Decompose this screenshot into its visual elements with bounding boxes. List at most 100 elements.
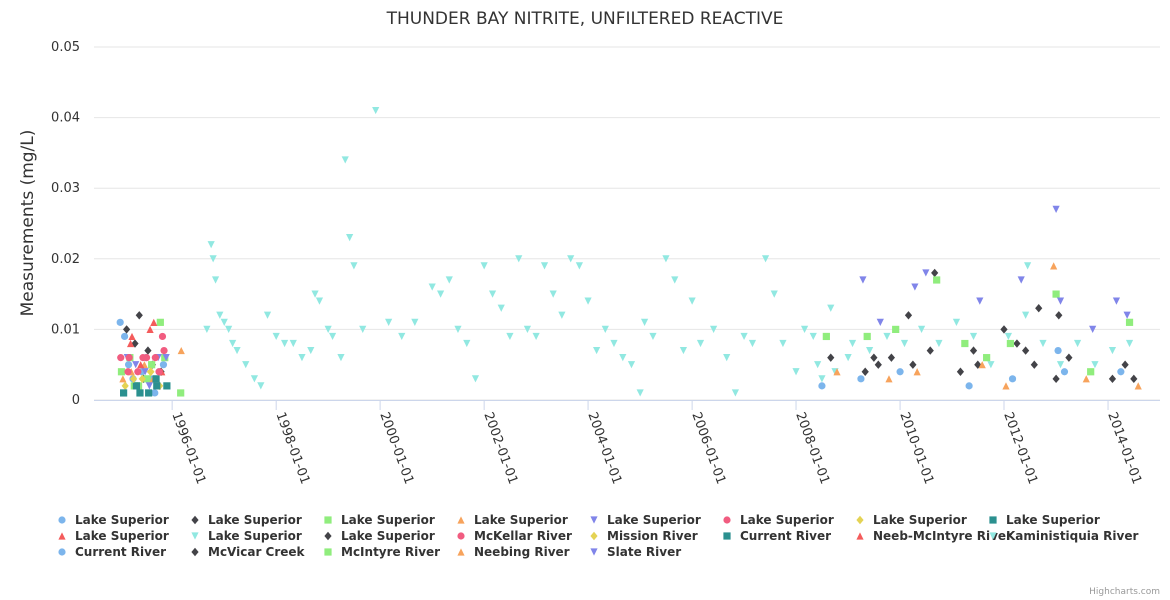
series-19 [833, 262, 1142, 390]
x-tick-label: 2002-01-01 [480, 410, 520, 486]
data-point [1134, 382, 1142, 390]
data-point [833, 368, 841, 376]
legend-label: Mission River [607, 529, 698, 543]
series-17 [827, 311, 1129, 369]
data-point [523, 325, 532, 333]
legend-item[interactable]: Lake Superior [590, 513, 701, 527]
data-point [120, 389, 128, 397]
data-point [792, 368, 800, 376]
legend-label: Lake Superior [208, 529, 302, 543]
data-point [649, 332, 657, 341]
legend-symbol [191, 515, 199, 525]
legend-item[interactable]: Lake Superior [989, 513, 1100, 527]
legend-item[interactable]: Current River [58, 545, 166, 559]
legend-item[interactable]: Lake Superior [191, 529, 302, 543]
data-point [640, 318, 649, 326]
legend-symbol [590, 531, 598, 541]
data-point [257, 382, 265, 390]
legend-item[interactable]: Lake Superior [723, 513, 834, 527]
data-point [904, 311, 913, 320]
data-point [129, 374, 138, 384]
data-point [148, 361, 156, 369]
data-point [139, 354, 147, 362]
data-point [1052, 290, 1060, 298]
credits-link[interactable]: Highcharts.com [1089, 587, 1160, 597]
data-point [848, 339, 857, 348]
data-point [216, 311, 224, 319]
data-point [506, 332, 514, 341]
legend-item[interactable]: Lake Superior [856, 513, 967, 527]
data-point [207, 241, 215, 249]
legend-label: Lake Superior [1006, 513, 1100, 527]
data-point [1125, 339, 1134, 348]
legend-symbol [58, 548, 66, 556]
legend-item[interactable]: McIntyre River [324, 545, 440, 559]
legend-label: Slate River [607, 545, 681, 559]
x-tick-label: 1996-01-01 [168, 410, 208, 486]
data-point [211, 276, 220, 284]
legend-item[interactable]: Lake Superior [191, 513, 302, 527]
data-point [1039, 339, 1047, 348]
data-point [1022, 311, 1030, 319]
data-point [1050, 262, 1058, 270]
data-point [137, 361, 145, 369]
legend-item[interactable]: Lake Superior [324, 513, 435, 527]
data-point [155, 368, 163, 376]
data-point [134, 368, 142, 376]
data-point [151, 389, 159, 397]
legend-item[interactable]: Kaministiquia River [989, 529, 1138, 543]
data-point [610, 339, 618, 348]
data-point [748, 339, 757, 348]
legend-item[interactable]: Lake Superior [58, 513, 169, 527]
data-point [876, 318, 884, 326]
legend-item[interactable]: Lake Superior [457, 513, 568, 527]
data-point [411, 318, 419, 326]
data-point [761, 255, 770, 263]
legend-label: Lake Superior [341, 513, 435, 527]
data-point [124, 368, 132, 376]
data-point [242, 361, 250, 369]
data-point [983, 354, 991, 362]
data-point [203, 325, 211, 333]
data-point [827, 353, 835, 362]
x-tick-label: 2006-01-01 [688, 410, 728, 486]
legend-item[interactable]: McKellar River [457, 529, 572, 543]
data-point [800, 325, 809, 333]
data-point [497, 304, 505, 312]
data-point [911, 283, 919, 291]
data-point [1004, 332, 1013, 341]
chart-title: THUNDER BAY NITRITE, UNFILTERED REACTIVE [386, 9, 784, 29]
data-point [124, 361, 133, 369]
legend-item[interactable]: Neebing River [457, 545, 570, 559]
data-point [328, 332, 337, 341]
legend-item[interactable]: Slate River [590, 545, 681, 559]
legend: Lake Superior Lake Superior Lake Superior L… [58, 513, 1138, 559]
legend-symbol [989, 516, 997, 524]
data-point [337, 354, 345, 362]
data-point [818, 375, 826, 383]
series-7 [120, 375, 171, 397]
data-point [144, 346, 152, 355]
data-point [874, 360, 882, 369]
data-point [117, 368, 126, 376]
legend-item[interactable]: McVicar Creek [191, 545, 306, 559]
legend-item[interactable]: Mission River [590, 529, 698, 543]
legend-item[interactable]: Neeb-McIntyre River [856, 529, 1012, 543]
data-point [1052, 374, 1060, 384]
legend-item[interactable]: Lake Superior [324, 529, 435, 543]
data-point [324, 325, 332, 333]
y-tick-label: 0.03 [51, 181, 80, 196]
data-point [341, 156, 349, 164]
data-point [1117, 368, 1125, 376]
x-tick-label: 2008-01-01 [792, 410, 832, 486]
legend-item[interactable]: Current River [723, 529, 831, 543]
data-point [145, 389, 153, 397]
data-point [158, 332, 167, 341]
data-point [770, 290, 778, 298]
data-point [350, 262, 358, 270]
data-point [965, 382, 973, 390]
data-point [1065, 353, 1073, 362]
data-point [857, 375, 865, 383]
data-point [159, 361, 168, 369]
legend-item[interactable]: Lake Superior [58, 529, 169, 543]
